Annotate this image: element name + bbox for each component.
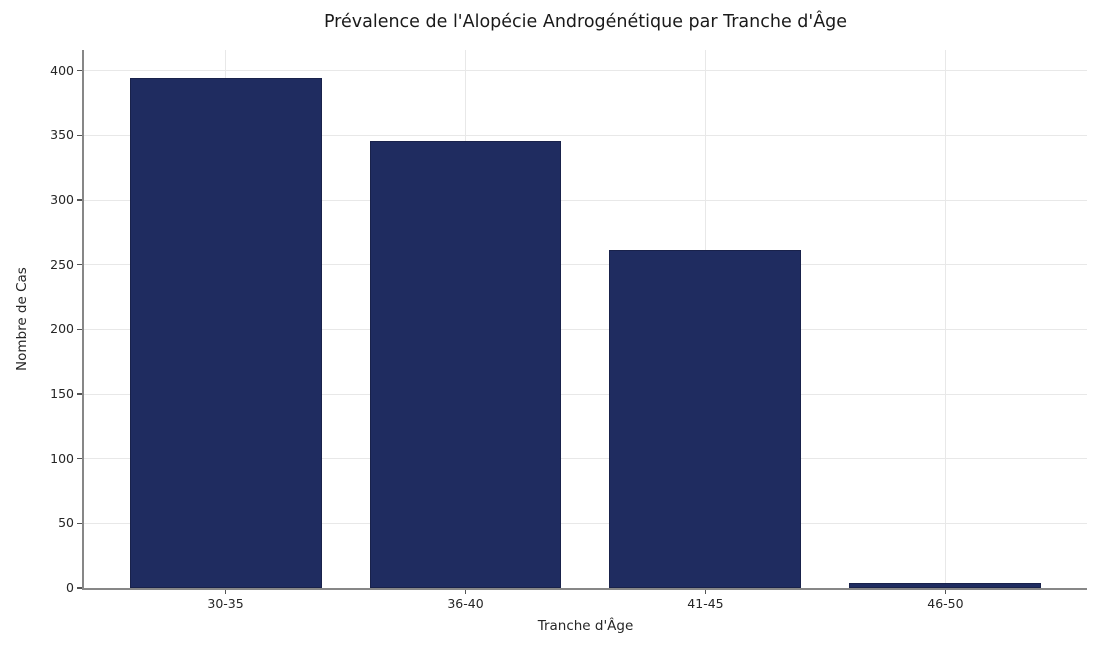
y-tick-label: 150 [50,386,74,401]
x-tick-mark [464,590,467,594]
y-tick-label: 400 [50,62,74,78]
plot-area: 0 50 100 150 200 250 300 350 400 30-35 36-40 41-45 4… [50,50,1087,611]
y-axis-label: Nombre de Cas [14,267,30,371]
h-gridline [84,328,1087,330]
y-tick-mark [77,393,82,395]
h-gridline [84,70,1087,72]
y-tick-label: 350 [50,127,74,143]
h-gridline [84,393,1087,395]
bar [369,140,562,588]
y-tick-mark [77,263,82,266]
x-axis-label: Tranche d'Âge [537,618,634,634]
chart-title: Prévalence de l'Alopécie Androgénétique … [323,12,848,32]
h-gridline [84,458,1087,460]
x-tick-label: 30-35 [207,596,244,611]
h-gridline [84,199,1087,201]
x-tick-label: 41-45 [687,596,724,611]
y-tick-label: 50 [58,515,74,531]
h-gridline [84,264,1087,266]
y-tick-mark [77,522,82,525]
y-tick-label: 200 [50,321,74,337]
y-tick-mark [77,587,82,589]
x-tick-label: 36-40 [447,596,484,611]
y-tick-mark [77,457,82,460]
x-tick-mark [224,590,227,594]
y-tick-label: 0 [66,580,74,595]
y-tick-mark [77,199,82,201]
v-gridline [944,50,946,588]
y-tick-label: 100 [50,450,74,466]
x-tick-mark [944,590,947,594]
y-tick-label: 250 [50,256,74,272]
bar [849,582,1042,588]
bar [129,78,322,588]
h-gridline [84,134,1087,136]
bar [609,250,802,588]
y-tick-label: 300 [50,192,74,208]
y-tick-mark [77,69,82,72]
x-tick-label: 46-50 [927,596,964,611]
y-tick-mark [77,328,82,331]
h-gridline [84,522,1087,524]
x-axis-spine [82,588,1087,590]
y-axis-spine [82,50,84,590]
y-tick-mark [77,134,82,137]
x-tick-mark [704,590,707,594]
